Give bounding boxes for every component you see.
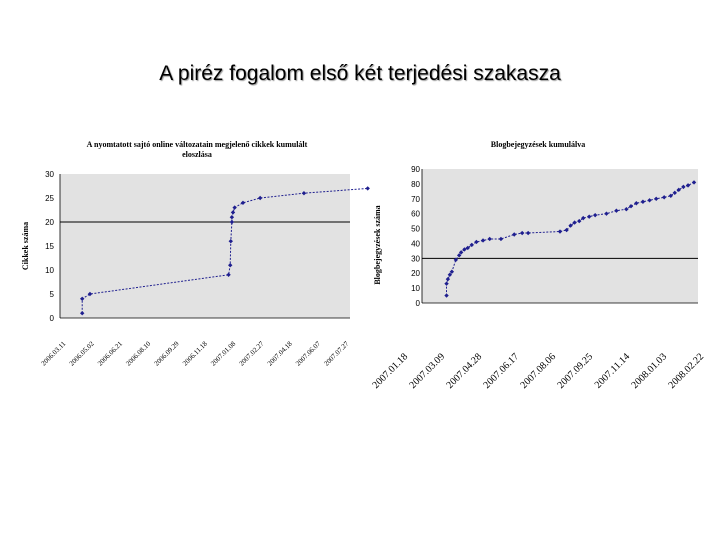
data-point xyxy=(257,195,263,201)
y-tick-label: 70 xyxy=(411,195,420,204)
data-point xyxy=(453,257,459,263)
data-point xyxy=(465,245,470,251)
x-tick-label: 2006.03.11 xyxy=(40,339,68,367)
chart-title: Blogbejegyzések kumulálva xyxy=(491,140,585,149)
y-tick-label: 40 xyxy=(411,239,420,248)
data-point xyxy=(447,272,453,277)
data-point xyxy=(568,223,573,228)
data-point xyxy=(480,238,486,243)
y-tick-label: 10 xyxy=(411,284,420,293)
y-tick-label: 5 xyxy=(50,290,55,299)
x-tick-label: 2007.01.18 xyxy=(371,351,411,391)
data-point xyxy=(469,242,474,248)
data-point xyxy=(449,269,455,274)
x-tick-label: 2007.02.27 xyxy=(238,339,266,367)
y-tick-label: 80 xyxy=(411,180,420,189)
cumulative-articles-chart: A nyomtatott sajtó online változatain me… xyxy=(21,140,370,368)
data-point xyxy=(240,200,246,205)
data-point xyxy=(462,247,467,252)
y-tick-label: 15 xyxy=(45,242,54,251)
data-point xyxy=(628,204,634,209)
data-point xyxy=(444,293,449,298)
data-point xyxy=(80,296,85,301)
x-tick-label: 2006.09.29 xyxy=(153,339,181,367)
x-tick-label: 2007.04.18 xyxy=(266,339,294,367)
x-tick-label: 2007.06.17 xyxy=(482,351,522,391)
data-point xyxy=(668,193,673,198)
data-point xyxy=(228,239,233,244)
plot-area xyxy=(60,174,350,318)
data-point xyxy=(474,239,479,245)
y-tick-label: 10 xyxy=(45,266,54,275)
data-point xyxy=(228,263,233,268)
y-tick-label: 60 xyxy=(411,210,420,219)
y-tick-label: 25 xyxy=(45,194,54,203)
data-point xyxy=(498,236,504,242)
x-tick-label: 2007.04.28 xyxy=(445,351,485,391)
data-point xyxy=(445,276,451,282)
data-point xyxy=(232,205,237,210)
y-tick-label: 20 xyxy=(411,269,420,278)
y-tick-label: 20 xyxy=(45,218,54,227)
x-tick-label: 2007.08.06 xyxy=(519,351,559,391)
x-tick-label: 2008.01.03 xyxy=(630,351,670,391)
data-point xyxy=(654,196,659,201)
cumulative-blog-posts-chart: Blogbejegyzések kumulálva Blogbejegyzése… xyxy=(371,140,707,391)
x-tick-label: 2008.02.22 xyxy=(667,351,707,391)
data-point xyxy=(487,236,492,242)
x-tick-label: 2007.06.07 xyxy=(294,339,322,367)
y-tick-label: 0 xyxy=(50,314,55,323)
y-tick-label: 90 xyxy=(411,165,420,174)
data-point xyxy=(691,180,697,185)
data-point xyxy=(456,253,462,258)
data-point xyxy=(229,215,235,220)
y-tick-label: 0 xyxy=(416,299,421,308)
data-point xyxy=(444,281,449,286)
slide-title: A piréz fogalom első két terjedési szaka… xyxy=(159,62,561,85)
x-tick-label: 2006.05.02 xyxy=(68,339,96,367)
data-point xyxy=(80,311,85,316)
data-point xyxy=(87,291,93,297)
data-point xyxy=(226,272,231,277)
x-tick-label: 2006.11.18 xyxy=(181,339,209,367)
y-tick-label: 50 xyxy=(411,225,420,234)
x-tick-label: 2007.01.08 xyxy=(209,339,237,367)
y-axis-label: Blogbejegyzések száma xyxy=(373,205,382,284)
series-line xyxy=(81,187,368,314)
plot-area xyxy=(422,169,698,303)
y-tick-label: 30 xyxy=(45,170,54,179)
data-point xyxy=(676,187,681,193)
x-tick-label: 2007.09.25 xyxy=(556,351,596,391)
data-point xyxy=(557,229,563,234)
data-point xyxy=(592,212,598,218)
data-point xyxy=(661,195,667,200)
chart-title-line-1: A nyomtatott sajtó online változatain me… xyxy=(87,140,308,149)
y-tick-label: 30 xyxy=(411,254,420,263)
x-tick-label: 2007.03.09 xyxy=(408,351,448,391)
data-point xyxy=(230,210,236,215)
data-point xyxy=(365,186,370,191)
data-point xyxy=(301,191,307,196)
y-axis-label: Cikkek száma xyxy=(21,222,30,270)
x-tick-label: 2006.06.21 xyxy=(96,339,124,367)
x-tick-label: 2007.07.27 xyxy=(322,339,350,367)
x-tick-label: 2006.08.10 xyxy=(124,339,152,367)
data-point xyxy=(634,201,639,206)
x-tick-label: 2007.11.14 xyxy=(593,351,632,390)
chart-title-line-2: eloszlása xyxy=(182,150,212,159)
